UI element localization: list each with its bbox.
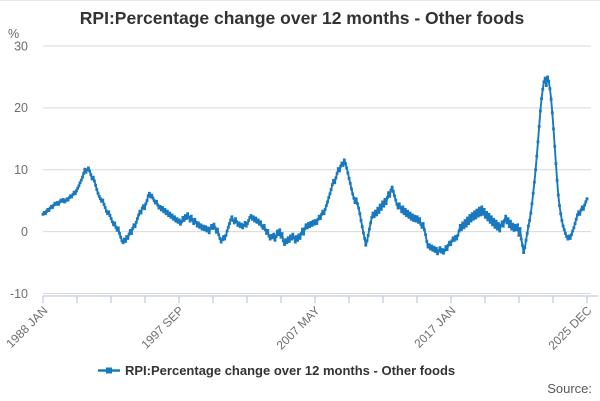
y-gridlines xyxy=(43,45,591,294)
series-line-rpi-other-foods[interactable] xyxy=(41,75,589,256)
source-label: Source: xyxy=(547,381,592,396)
x-tick-label-group: 1988 JAN xyxy=(3,303,50,350)
series-markers[interactable] xyxy=(41,75,589,256)
y-axis-unit-label: % xyxy=(8,27,19,41)
y-tick-label-20: 20 xyxy=(14,101,28,115)
x-axis-tick-labels: 1988 JAN 1997 SEP 2007 MAY 2017 JAN 2025 DEC xyxy=(3,303,594,352)
x-tick-label-group: 1997 SEP xyxy=(138,303,186,351)
x-tick-label-group: 2025 DEC xyxy=(545,303,594,352)
y-tick-label-30: 30 xyxy=(14,39,28,53)
x-tick-label: 1997 SEP xyxy=(138,303,186,351)
y-axis-tick-labels: -10 0 10 20 30 xyxy=(10,39,28,301)
x-tick-label: 2025 DEC xyxy=(545,303,594,352)
legend-label: RPI:Percentage change over 12 months - O… xyxy=(125,363,455,378)
x-tick-label: 1988 JAN xyxy=(3,303,50,350)
legend: RPI:Percentage change over 12 months - O… xyxy=(98,363,455,378)
x-tick-label: 2007 MAY xyxy=(274,303,323,352)
x-tick-label-group: 2007 MAY xyxy=(274,303,323,352)
chart-title: RPI:Percentage change over 12 months - O… xyxy=(80,8,525,28)
legend-line-marker-icon xyxy=(98,367,120,374)
y-tick-label-0: 0 xyxy=(21,225,28,239)
x-axis xyxy=(42,295,598,303)
y-tick-label--10: -10 xyxy=(10,287,28,301)
x-tick-label-group: 2017 JAN xyxy=(411,303,458,350)
x-tick-label: 2017 JAN xyxy=(411,303,458,350)
series-path[interactable] xyxy=(42,75,588,255)
y-tick-label-10: 10 xyxy=(14,163,28,177)
